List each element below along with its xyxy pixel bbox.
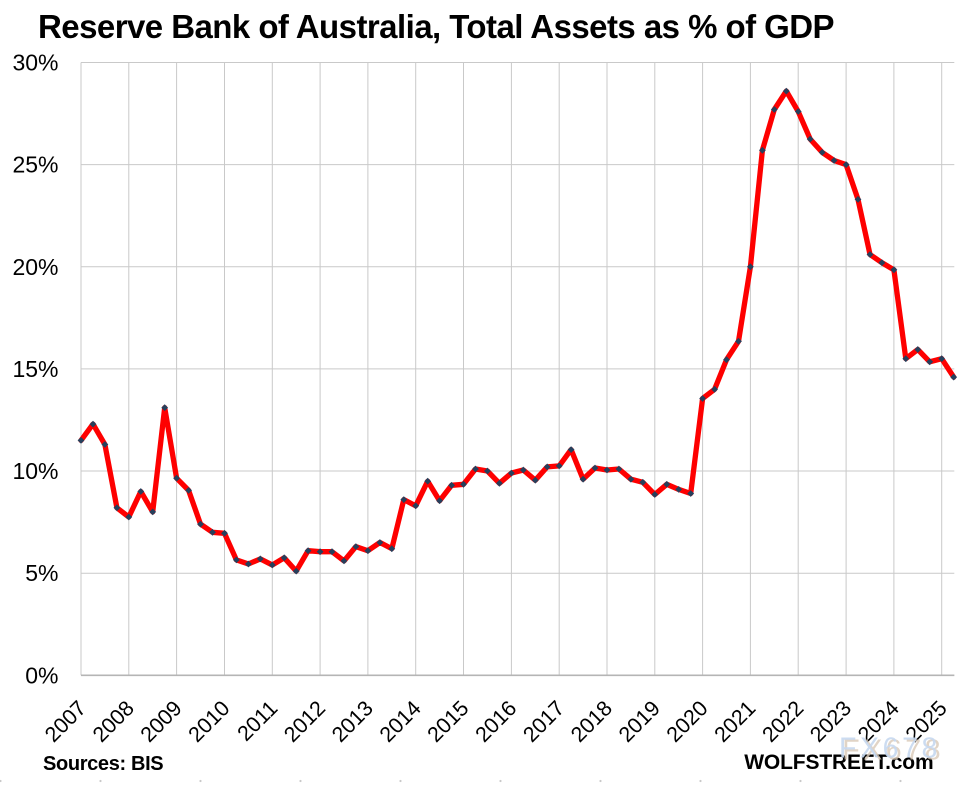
- svg-text:FX678: FX678: [842, 734, 944, 766]
- svg-text:20%: 20%: [12, 254, 58, 280]
- svg-text:15%: 15%: [12, 356, 58, 382]
- svg-text:0%: 0%: [25, 662, 58, 688]
- svg-text:25%: 25%: [12, 152, 58, 178]
- svg-text:Sources: BIS: Sources: BIS: [43, 753, 163, 775]
- svg-text:FX678: FX678: [839, 733, 941, 765]
- svg-text:10%: 10%: [12, 458, 58, 484]
- svg-text:WOLFSTREET.com: WOLFSTREET.com: [744, 751, 933, 774]
- svg-text:Reserve Bank of Australia, Tot: Reserve Bank of Australia, Total Assets …: [38, 8, 834, 45]
- svg-text:5%: 5%: [25, 560, 58, 586]
- svg-text:30%: 30%: [12, 50, 58, 76]
